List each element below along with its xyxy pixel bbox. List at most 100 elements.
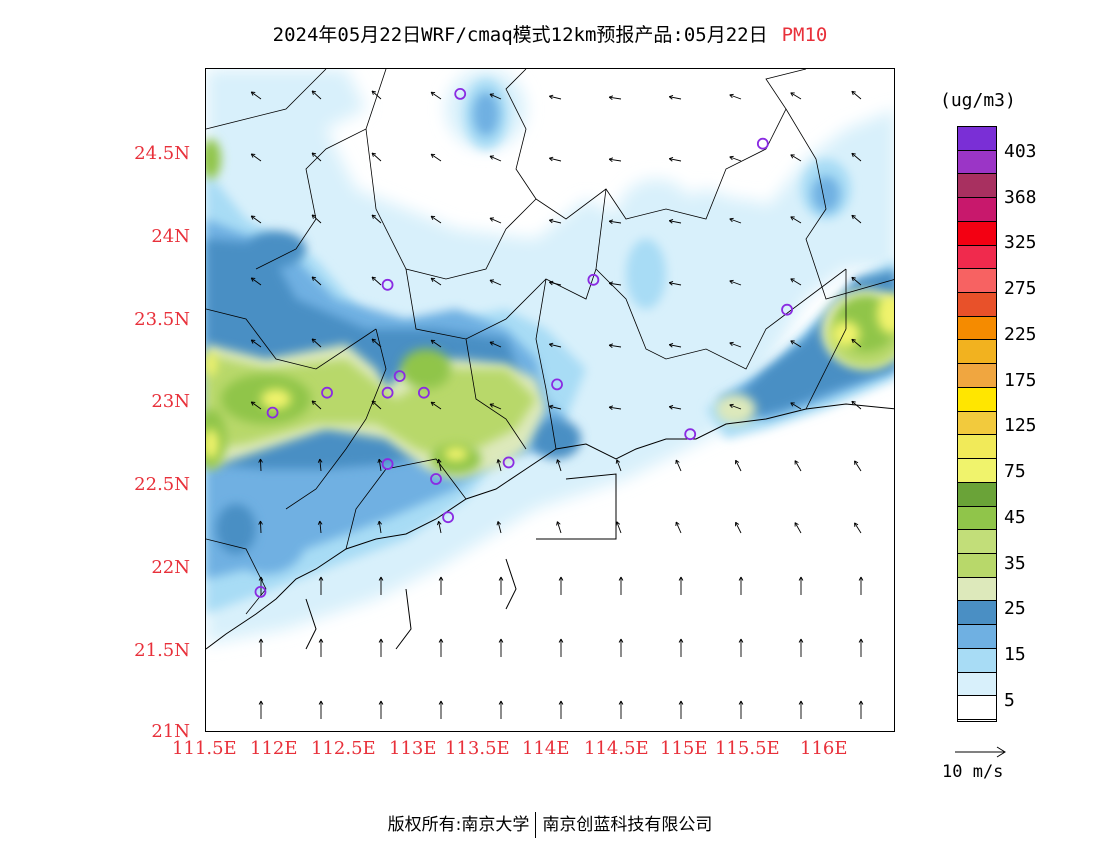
wind-arrow-head [489,341,493,346]
wind-scale-arrow-icon [955,746,1006,758]
wind-arrow-head [549,405,553,410]
wind-arrow-head [678,700,682,705]
wind-arrow [497,459,502,472]
wind-arrow [549,95,562,100]
wind-arrow [378,459,382,472]
station-marker [393,370,406,383]
wind-arrow-head [496,459,499,464]
colorbar-label: 45 [1004,507,1026,528]
wind-arrow-head [371,276,377,279]
wind-arrow [549,405,562,410]
colorbar-label: 275 [1004,278,1037,299]
station-marker [442,511,455,524]
wind-arrow [371,400,382,410]
station-marker [381,458,394,470]
wind-arrow-head [371,214,374,219]
wind-arrow [311,338,322,348]
colorbar-swatch [958,672,996,697]
colorbar-swatch [958,269,996,294]
wind-arrow-head [440,638,444,643]
wind-arrow [729,218,742,224]
wind-arrow [854,460,862,472]
wind-arrow [851,338,862,348]
wind-arrow-head [317,458,321,463]
y-tick-label: 23.5N [134,309,190,330]
x-tick-label: 111.5E [172,738,237,759]
station-marker [254,586,267,598]
wind-arrow-head [729,403,734,406]
station-marker [756,137,769,150]
x-tick-label: 113.5E [445,738,510,759]
wind-arrow-head [498,638,502,643]
station-marker [684,428,697,441]
wind-arrow-head [678,576,682,581]
wind-arrow [669,220,682,224]
wind-arrow [311,276,322,286]
wind-arrow-head [438,576,442,581]
station-marker [417,386,430,399]
monitoring-stations [254,87,793,598]
wind-arrow-head [380,638,384,643]
wind-arrow-head [740,700,744,705]
wind-arrow [729,94,742,100]
wind-arrow-head [318,700,322,705]
y-tick-label: 23N [151,391,190,412]
colorbar-swatch [958,316,996,341]
wind-arrow-head [729,341,734,344]
wind-arrow-head [608,343,614,346]
wind-arrow [609,344,622,348]
wind-arrow [371,214,382,224]
colorbar-label: 25 [1004,598,1026,619]
wind-arrow [790,278,802,286]
wind-arrow-head [560,576,564,581]
wind-arrow [669,406,682,410]
wind-arrow-head [371,90,374,95]
wind-arrow-head [378,638,382,643]
colorbar-swatch [958,364,996,388]
wind-arrow [675,521,682,534]
wind-arrow [497,521,502,534]
wind-arrow-head [854,460,859,464]
colorbar-swatch [958,482,996,507]
wind-arrow [371,90,382,100]
wind-arrow-head [608,282,613,286]
wind-arrow-head [436,521,439,526]
wind-arrow [729,342,742,348]
wind-arrow-head [729,156,733,161]
colorbar-swatch [958,577,996,602]
wind-arrow-head [380,700,384,705]
wind-arrow-head [371,400,374,405]
wind-arrow [430,339,442,348]
wind-arrow [319,459,322,472]
wind-arrow [250,277,262,286]
x-tick-label: 112.5E [311,738,376,759]
wind-arrow [729,404,742,410]
wind-arrow-head [858,576,862,581]
colorbar-swatch [958,648,996,673]
wind-arrow-head [740,576,744,581]
wind-arrow-head [260,700,264,705]
colorbar-swatch [958,435,996,460]
station-marker [266,406,279,419]
wind-arrow [851,152,862,162]
wind-arrow-head [320,576,324,581]
wind-arrow [371,152,382,162]
wind-arrow-head [669,219,674,222]
wind-arrow-head [549,343,553,348]
wind-arrow-head [669,157,674,160]
station-marker [381,386,394,399]
colorbar-swatch [958,150,996,175]
wind-arrow [430,215,442,224]
wind-arrow-head [800,638,804,643]
wind-arrow [311,400,322,410]
wind-arrow [851,90,862,100]
wind-arrow-head [311,400,314,405]
wind-arrow [790,216,802,224]
wind-arrow [438,459,442,472]
wind-arrow-head [608,95,614,98]
station-marker [381,278,394,291]
wind-arrow-head [620,576,624,581]
colorbar-label: 368 [1004,187,1037,208]
wind-arrow-head [800,700,804,705]
y-tick-label: 24N [151,226,190,247]
